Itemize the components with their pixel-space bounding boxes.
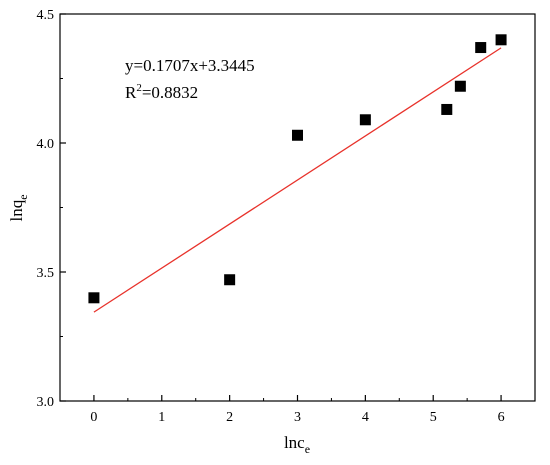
- data-point: [88, 292, 100, 304]
- x-axis-title-sub: e: [305, 442, 310, 456]
- r-squared-annotation: R2=0.8832: [125, 82, 198, 102]
- y-axis-title-main: lnq: [7, 199, 26, 221]
- r-squared-superscript: 2: [136, 82, 142, 94]
- x-tick-label: 2: [226, 410, 233, 425]
- data-point: [454, 80, 466, 92]
- x-tick-label: 5: [430, 410, 437, 425]
- y-tick-label: 3.5: [37, 266, 55, 281]
- x-axis-title-main: lnc: [284, 433, 305, 452]
- data-point: [441, 103, 453, 115]
- x-tick-label: 0: [90, 410, 97, 425]
- x-axis-title: lnce: [284, 433, 310, 456]
- y-tick-label: 4.5: [37, 8, 55, 23]
- y-tick-label: 4.0: [37, 137, 55, 152]
- fit-line: [93, 47, 502, 313]
- tick-labels: 0 1 2 3 4 5 6 3.0 3.5 4.0 4.5: [37, 8, 505, 425]
- r-squared-prefix: R: [125, 83, 137, 102]
- y-axis-title: lnqe: [7, 194, 30, 221]
- x-tick-label: 3: [294, 410, 301, 425]
- y-axis-title-sub: e: [16, 194, 30, 199]
- x-tick-label: 1: [158, 410, 165, 425]
- tick-marks: [60, 13, 502, 402]
- x-tick-label: 6: [498, 410, 505, 425]
- x-tick-label: 4: [362, 410, 369, 425]
- data-points: [88, 34, 507, 304]
- data-point: [475, 42, 487, 54]
- data-point: [292, 129, 303, 141]
- y-tick-label: 3.0: [37, 395, 55, 410]
- data-point: [495, 34, 507, 46]
- r-squared-value: =0.8832: [142, 83, 198, 102]
- data-point: [359, 114, 371, 126]
- data-point: [224, 274, 236, 286]
- equation-annotation: y=0.1707x+3.3445: [125, 56, 255, 75]
